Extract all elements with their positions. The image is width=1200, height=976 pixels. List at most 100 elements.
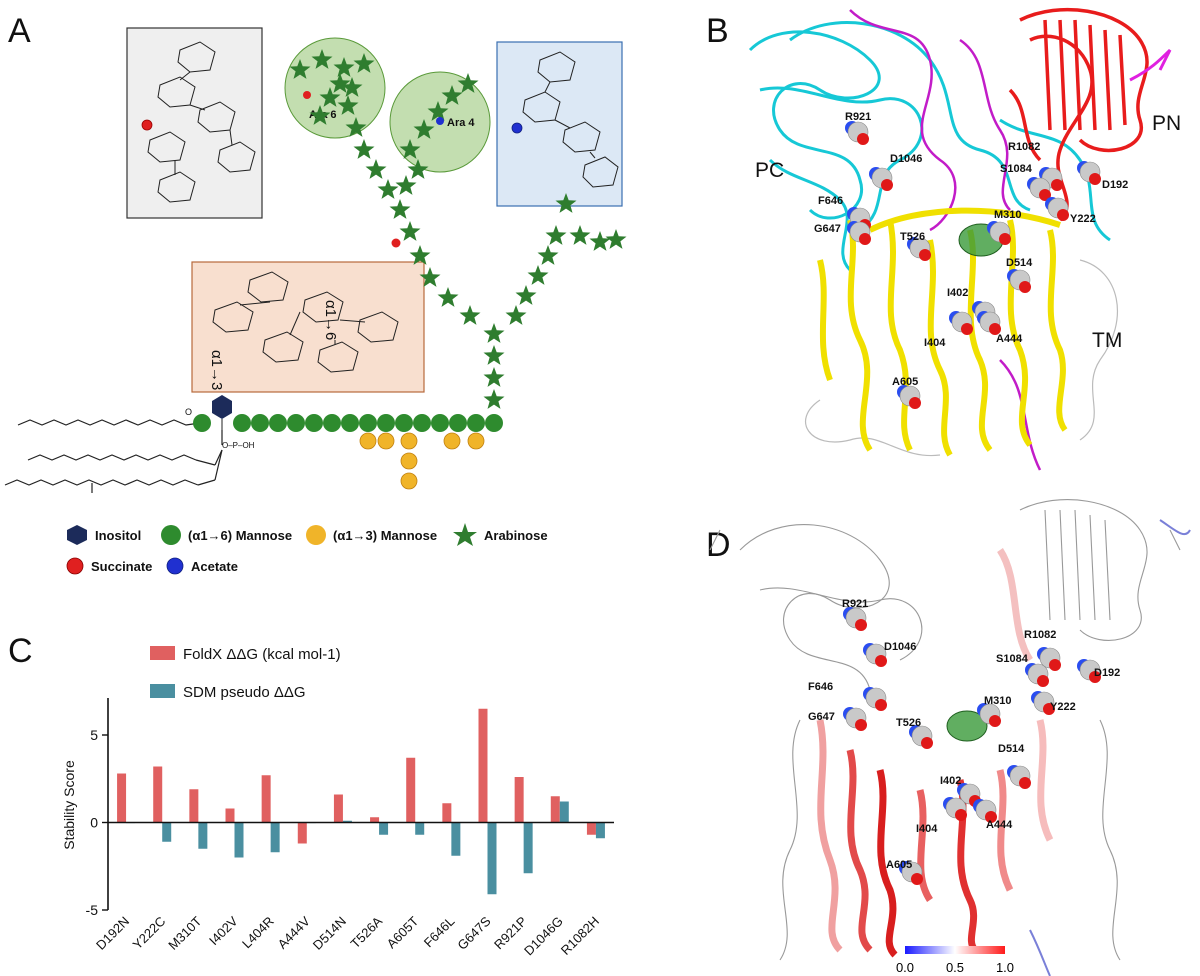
residue-sphere-o: [919, 249, 931, 261]
succinate-marker-chain: [391, 238, 401, 248]
panel-d-protein-structure: R921 D1046 R1082 S1084 D192 F646 G647 M310 Y222 T…: [709, 499, 1191, 976]
bar-foldx-d1046g: [550, 796, 560, 823]
residue-label-s1084: S1084: [996, 653, 1029, 665]
residue-label-a605: A605: [886, 859, 912, 871]
arabinose-star: [289, 59, 311, 79]
residue-sphere-o: [909, 397, 921, 409]
residue-sphere-o: [875, 699, 887, 711]
bar-foldx-a444v: [297, 822, 307, 844]
residue-sphere-o: [1019, 777, 1031, 789]
residue-label-y222: Y222: [1050, 701, 1076, 713]
residue-label-g647: G647: [808, 711, 835, 723]
residue-label-t526: T526: [896, 717, 921, 729]
bar-sdm-d514n: [342, 820, 352, 823]
white-ribbon-outline: [709, 499, 1181, 961]
colorbar-tick-label: 0.5: [946, 960, 964, 975]
residue-sphere-o: [1089, 671, 1101, 683]
bar-sdm-r921p: [523, 822, 533, 874]
residue-sphere-o: [1049, 659, 1061, 671]
arabinose-star: [409, 245, 431, 265]
panel-b-protein-structure: R921 D1046 R1082 S1084 D192 F646 G647 M310 Y222 T…: [748, 7, 1181, 471]
panel-b-residue-labels: R921 D1046 R1082 S1084 D192 F646 G647 M310 Y222 T…: [814, 111, 1128, 388]
carbonyl-oxygen: O: [185, 407, 192, 417]
residue-label-d192: D192: [1102, 179, 1128, 191]
region-label-tm: TM: [1092, 329, 1122, 352]
legend-inositol-label: Inositol: [95, 527, 142, 543]
structure-sketch-orange: [212, 271, 399, 373]
x-tick-label: D1046G: [521, 914, 566, 959]
alpha-1-3-linkage-label: α1→3: [208, 350, 225, 390]
arabinose-star: [419, 267, 441, 287]
arabinose-star: [537, 245, 559, 265]
arabinose-star: [309, 105, 331, 125]
residue-label-g647: G647: [814, 223, 841, 235]
colorbar-tick-label: 0.0: [896, 960, 914, 975]
pn-domain-red: [1008, 7, 1149, 222]
residue-sphere-o: [985, 811, 997, 823]
x-tick-label: T526A: [347, 913, 385, 951]
legend-a13-mannose-label: (α1→3) Mannose: [333, 527, 438, 543]
tm-domain-yellow: [817, 207, 1068, 457]
x-tick-label: G647S: [454, 913, 493, 952]
arabinose-star: [605, 229, 627, 249]
bar-foldx-a605t: [406, 757, 416, 823]
residue-label-d514: D514: [1006, 257, 1033, 269]
bar-sdm-m310t: [198, 822, 208, 849]
bar-foldx-r1082h: [586, 822, 596, 835]
arabinose-star: [483, 323, 505, 343]
arabinose-tree: [289, 49, 627, 409]
a16-mannose-legend-icon: [161, 525, 181, 545]
legend-inositol: Inositol: [65, 524, 141, 546]
residue-label-a444: A444: [986, 819, 1013, 831]
arabinose-star: [311, 49, 333, 69]
ligand-density-green-d: [946, 710, 988, 742]
legend-succinate-label: Succinate: [91, 558, 153, 574]
bar-foldx-d192n: [117, 773, 127, 823]
arabinose-star: [341, 77, 363, 97]
residue-sphere-o: [911, 873, 923, 885]
structure-sketch-gray: [147, 41, 256, 203]
arabinose-star: [527, 265, 549, 285]
arabinose-star: [395, 175, 417, 195]
residue-sphere-o: [857, 133, 869, 145]
residue-label-d192: D192: [1094, 667, 1120, 679]
gray-loops: [805, 259, 1118, 457]
bar-foldx-y222c: [153, 766, 163, 823]
legend-acetate-label: Acetate: [191, 558, 238, 574]
arabinose-star: [505, 305, 527, 325]
bar-foldx-l404r: [261, 775, 271, 823]
a13-mannose-legend-icon: [306, 525, 326, 545]
residue-label-d1046: D1046: [890, 153, 922, 165]
panel-letter-b: B: [706, 12, 729, 50]
arabinose-star: [483, 389, 505, 409]
acetate-legend-icon: [166, 557, 184, 575]
bar-sdm-l404r: [270, 822, 280, 853]
succinate-marker-gray-box: [141, 119, 153, 131]
arabinose-star: [399, 221, 421, 241]
bar-sdm-a605t: [415, 822, 425, 835]
inositol-hexagon: [212, 395, 232, 419]
residue-label-i404: I404: [924, 337, 946, 349]
panel-letter-c: C: [8, 632, 33, 670]
residue-sphere-o: [881, 179, 893, 191]
legend-a16-mannose-label: (α1→6) Mannose: [188, 527, 293, 543]
tm-helices-red-gradient: [816, 548, 1054, 958]
residue-sphere-o: [999, 233, 1011, 245]
arabinose-star: [483, 367, 505, 387]
residue-sphere-o: [1057, 209, 1069, 221]
x-tick-label: M310T: [165, 913, 204, 952]
residue-sphere-o: [855, 619, 867, 631]
a13-mannose-branches: [359, 432, 485, 490]
arabinose-star: [333, 57, 355, 77]
x-tick-label: L404R: [239, 914, 277, 952]
x-tick-label: A605T: [384, 913, 422, 951]
legend-a16-mannose: (α1→6) Mannose: [160, 524, 292, 546]
residue-label-r921: R921: [842, 598, 868, 610]
arabinose-star: [365, 159, 387, 179]
arabinose-star: [483, 345, 505, 365]
residue-label-i402: I402: [947, 287, 968, 299]
residue-label-r1082: R1082: [1008, 141, 1040, 153]
arabinose-legend-icon: [453, 523, 477, 546]
pc-domain-cyan: [748, 21, 1111, 272]
bar-sdm-i402v: [234, 822, 244, 858]
